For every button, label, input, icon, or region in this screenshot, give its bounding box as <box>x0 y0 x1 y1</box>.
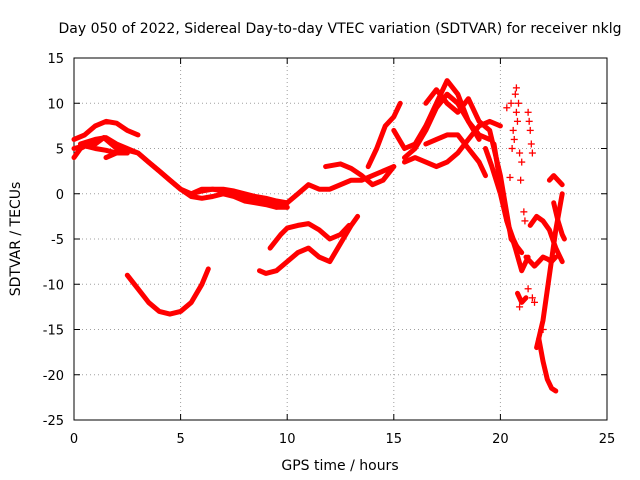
plus-marker <box>521 217 529 225</box>
plus-marker <box>524 285 532 293</box>
plus-marker <box>518 158 526 166</box>
series-track-9 <box>267 221 352 251</box>
series-track-17 <box>423 132 488 179</box>
y-tick-label: -5 <box>51 233 64 248</box>
series-track-8 <box>274 164 397 210</box>
plus-marker <box>524 108 532 116</box>
plus-marker <box>512 84 520 92</box>
y-tick-label: -20 <box>43 369 64 384</box>
series-track-7 <box>124 266 211 317</box>
plus-marker <box>516 303 524 311</box>
plus-marker <box>512 108 520 116</box>
series-track-25 <box>546 173 565 188</box>
y-tick-label: 5 <box>56 143 64 158</box>
y-axis-label: SDTVAR / TECUs <box>8 182 24 297</box>
plus-marker <box>515 99 523 107</box>
plus-marker <box>531 298 539 306</box>
plus-marker <box>528 294 536 302</box>
series-track-26 <box>551 200 567 242</box>
grid <box>74 58 607 420</box>
plus-marker <box>516 149 524 157</box>
data-points <box>503 84 547 333</box>
plus-marker <box>507 99 515 107</box>
x-tick-label: 0 <box>70 432 78 447</box>
plus-marker <box>511 90 519 98</box>
plus-marker <box>509 126 517 134</box>
y-tick-label: 15 <box>47 52 64 67</box>
series-track-20 <box>515 290 529 305</box>
plus-marker <box>506 173 514 181</box>
plus-marker <box>520 208 528 216</box>
data-series <box>71 78 567 394</box>
plus-marker <box>513 117 521 125</box>
plus-marker <box>539 326 547 333</box>
x-tick-label: 10 <box>279 432 296 447</box>
y-tick-label: -25 <box>43 414 64 429</box>
plus-marker <box>525 117 533 125</box>
series-track-1 <box>71 118 141 142</box>
series-track-10 <box>257 213 361 276</box>
series-track-19 <box>483 146 520 251</box>
plus-marker <box>508 145 516 152</box>
series-track-12 <box>365 100 403 170</box>
y-tick-label: -15 <box>43 324 64 339</box>
series-track-24 <box>536 336 559 394</box>
x-tick-label: 20 <box>492 432 509 447</box>
series-track-6 <box>188 186 290 210</box>
plus-marker <box>503 104 511 112</box>
plus-marker <box>517 176 525 184</box>
plus-marker <box>527 140 535 148</box>
plus-marker <box>528 149 536 157</box>
plus-marker <box>526 126 534 134</box>
series-track-11 <box>323 161 397 188</box>
y-tick-label: 10 <box>47 97 64 112</box>
x-axis-label: GPS time / hours <box>281 458 398 474</box>
y-tick-label: -10 <box>43 278 64 293</box>
x-tick-label: 25 <box>599 432 616 447</box>
plus-marker <box>510 135 518 143</box>
y-tick-label: 0 <box>56 188 64 203</box>
axis-ticks: 0 5 10 15 20 25 -25 -20 -15 -10 -5 0 5 10 15 <box>43 52 616 447</box>
x-tick-label: 5 <box>176 432 184 447</box>
x-tick-label: 15 <box>386 432 403 447</box>
chart-title: Day 050 of 2022, Sidereal Day-to-day VTE… <box>59 21 622 37</box>
series-track-22 <box>527 213 565 265</box>
